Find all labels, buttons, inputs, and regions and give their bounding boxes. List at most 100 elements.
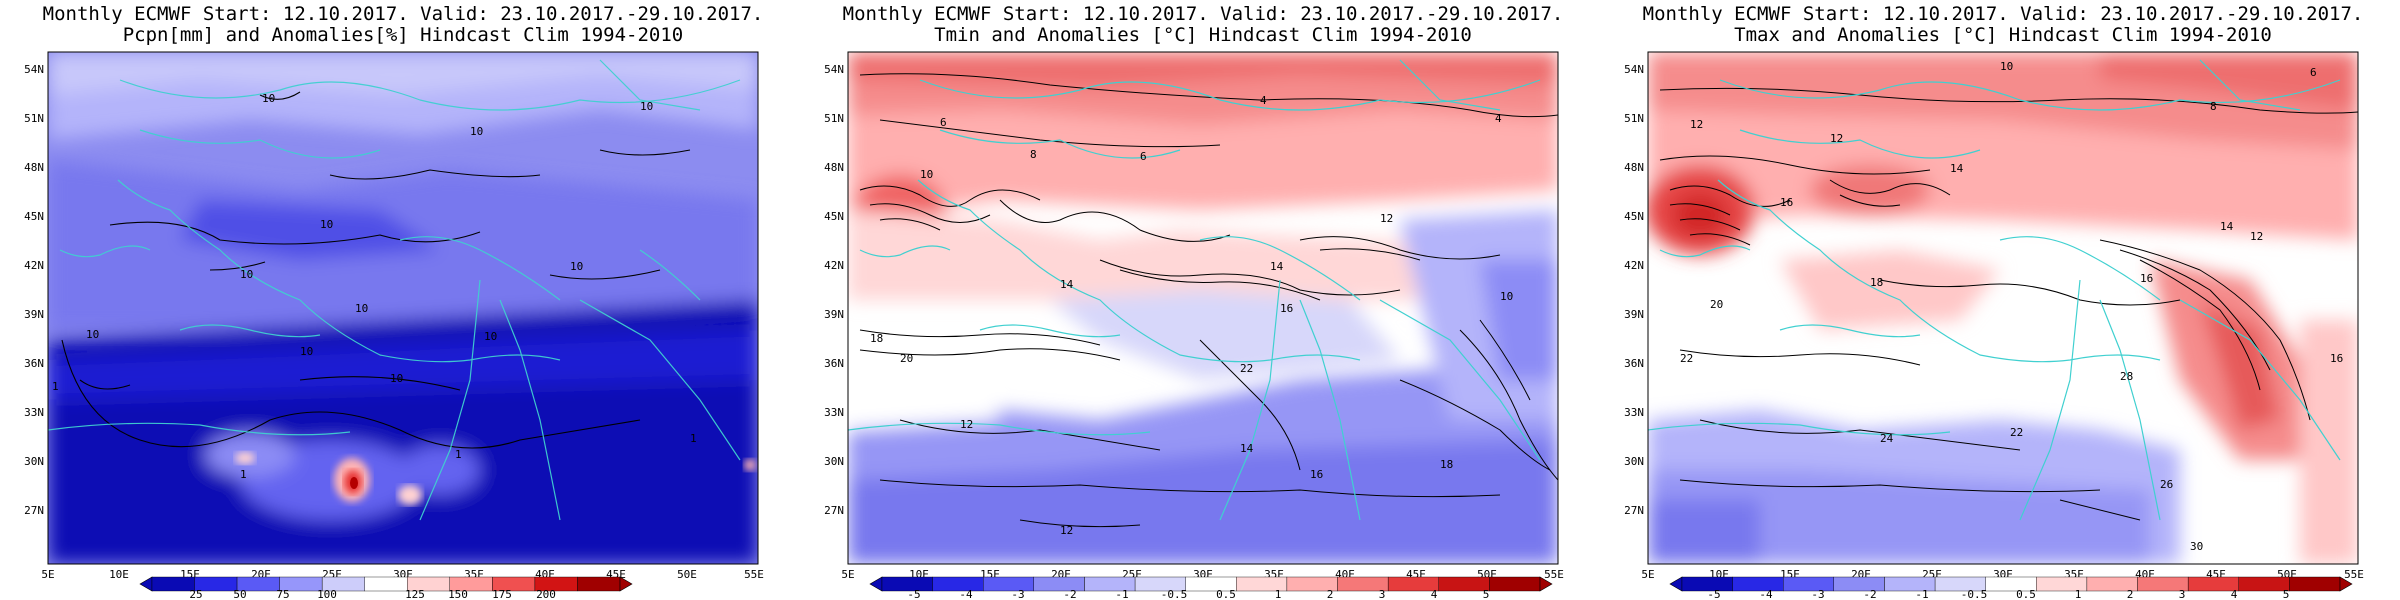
contour-label: 28 xyxy=(2120,370,2133,383)
colorbar-box xyxy=(932,576,984,592)
colorbar-tick: -1 xyxy=(1115,588,1128,600)
colorbar-box xyxy=(1833,576,1885,592)
colorbar-tick: 4 xyxy=(1431,588,1438,600)
colorbar-tick: 200 xyxy=(536,588,556,600)
precip-map-frame xyxy=(47,51,759,565)
contour-label: 30 xyxy=(2190,540,2203,553)
lat-tick: 27N xyxy=(24,504,44,517)
contour-label: 12 xyxy=(1380,212,1393,225)
lat-tick: 42N xyxy=(824,259,844,272)
contour-label: 20 xyxy=(1710,298,1723,311)
contour-label: 4 xyxy=(1260,94,1267,107)
contour-label: 14 xyxy=(1950,162,1964,175)
tmin-lat-axis: 54N 51N 48N 45N 42N 39N 36N 33N 30N 27N xyxy=(824,63,844,517)
contour-label: 12 xyxy=(1690,118,1703,131)
panel-tmin-title-line1: Monthly ECMWF Start: 12.10.2017. Valid: … xyxy=(843,3,1564,25)
lat-tick: 51N xyxy=(1624,112,1644,125)
contour-label: 24 xyxy=(1880,432,1894,445)
contour-label: 10 xyxy=(390,372,403,385)
colorbar-tick: 100 xyxy=(317,588,337,600)
lat-tick: 45N xyxy=(24,210,44,223)
colorbar-tick: 0.5 xyxy=(2016,588,2036,600)
colorbar-tick: -5 xyxy=(1707,588,1720,600)
contour-label: 12 xyxy=(1830,132,1843,145)
tmax-map-frame xyxy=(1647,51,2359,565)
colorbar-tick: 25 xyxy=(189,588,202,600)
contour-label: 12 xyxy=(960,418,973,431)
contour-label: 16 xyxy=(1780,196,1793,209)
lat-tick: 30N xyxy=(24,455,44,468)
lat-tick: 54N xyxy=(24,63,44,76)
contour-label: 1 xyxy=(52,380,59,393)
contour-label: 6 xyxy=(1140,150,1147,163)
tmin-contour-labels: 4 4 6 6 8 10 12 14 14 16 18 20 22 12 14 … xyxy=(870,94,1513,537)
contour-label: 16 xyxy=(2140,272,2153,285)
colorbar-tick: 150 xyxy=(448,588,468,600)
tmax-colorbar: -5 -4 -3 -2 -1 -0.5 0.5 1 2 3 4 5 xyxy=(1669,576,2353,600)
colorbar-tick: 5 xyxy=(2283,588,2290,600)
panel-tmax-title-line2: Tmax and Anomalies [°C] Hindcast Clim 19… xyxy=(1734,24,2272,46)
contour-label: 16 xyxy=(1310,468,1323,481)
precip-map-field xyxy=(48,52,758,564)
contour-label: 20 xyxy=(900,352,913,365)
contour-label: 10 xyxy=(355,302,368,315)
contour-label: 1 xyxy=(690,432,697,445)
colorbar-box xyxy=(364,576,408,592)
contour-label: 10 xyxy=(920,168,933,181)
lat-tick: 48N xyxy=(824,161,844,174)
lat-tick: 39N xyxy=(824,308,844,321)
colorbar-tick: -2 xyxy=(1863,588,1876,600)
colorbar-tick: -5 xyxy=(907,588,920,600)
panel-precipitation: Monthly ECMWF Start: 12.10.2017. Valid: … xyxy=(24,3,764,600)
contour-label: 14 xyxy=(1240,442,1254,455)
lat-tick: 54N xyxy=(824,63,844,76)
colorbar-tick: -3 xyxy=(1011,588,1024,600)
contour-label: 14 xyxy=(1270,260,1284,273)
lat-tick: 51N xyxy=(24,112,44,125)
contour-label: 1 xyxy=(455,448,462,461)
precip-colorbar-boxes xyxy=(151,576,621,592)
contour-label: 18 xyxy=(1870,276,1883,289)
lat-tick: 30N xyxy=(824,455,844,468)
contour-label: 22 xyxy=(1240,362,1253,375)
contour-label: 10 xyxy=(300,345,313,358)
lon-tick: 10E xyxy=(109,568,129,581)
lat-tick: 39N xyxy=(1624,308,1644,321)
colorbar-tick: 2 xyxy=(1327,588,1334,600)
contour-label: 10 xyxy=(262,92,275,105)
tmax-colorbar-boxes xyxy=(1681,576,2341,592)
contour-label: 12 xyxy=(1060,524,1073,537)
colorbar-tick: -2 xyxy=(1063,588,1076,600)
panel-tmax-title-line1: Monthly ECMWF Start: 12.10.2017. Valid: … xyxy=(1643,3,2364,25)
contour-label: 14 xyxy=(2220,220,2234,233)
colorbar-tick: 5 xyxy=(1483,588,1490,600)
panel-tmax: Monthly ECMWF Start: 12.10.2017. Valid: … xyxy=(1624,3,2364,600)
lat-tick: 45N xyxy=(1624,210,1644,223)
colorbar-tick: 0.5 xyxy=(1216,588,1236,600)
lon-tick: 55E xyxy=(2344,568,2364,581)
lat-tick: 48N xyxy=(24,161,44,174)
lat-tick: 27N xyxy=(1624,504,1644,517)
colorbar-tick: -0.5 xyxy=(1161,588,1188,600)
lat-tick: 36N xyxy=(1624,357,1644,370)
contour-label: 10 xyxy=(640,100,653,113)
colorbar-box xyxy=(1782,576,1834,592)
contour-label: 8 xyxy=(1030,148,1037,161)
colorbar-tick: 1 xyxy=(2075,588,2082,600)
tmin-colorbar-boxes xyxy=(881,576,1541,592)
panel-precip-title-line2: Pcpn[mm] and Anomalies[%] Hindcast Clim … xyxy=(123,24,684,46)
lat-tick: 51N xyxy=(824,112,844,125)
contour-label: 10 xyxy=(1500,290,1513,303)
tmin-map-field xyxy=(848,52,1558,564)
colorbar-box xyxy=(577,576,621,592)
contour-label: 6 xyxy=(2310,66,2317,79)
contour-label: 16 xyxy=(1280,302,1293,315)
lat-tick: 54N xyxy=(1624,63,1644,76)
contour-label: 10 xyxy=(484,330,497,343)
lat-tick: 33N xyxy=(24,406,44,419)
lat-tick: 36N xyxy=(824,357,844,370)
lat-tick: 42N xyxy=(24,259,44,272)
lat-tick: 27N xyxy=(824,504,844,517)
contour-label: 10 xyxy=(240,268,253,281)
colorbar-tick: 3 xyxy=(2179,588,2186,600)
